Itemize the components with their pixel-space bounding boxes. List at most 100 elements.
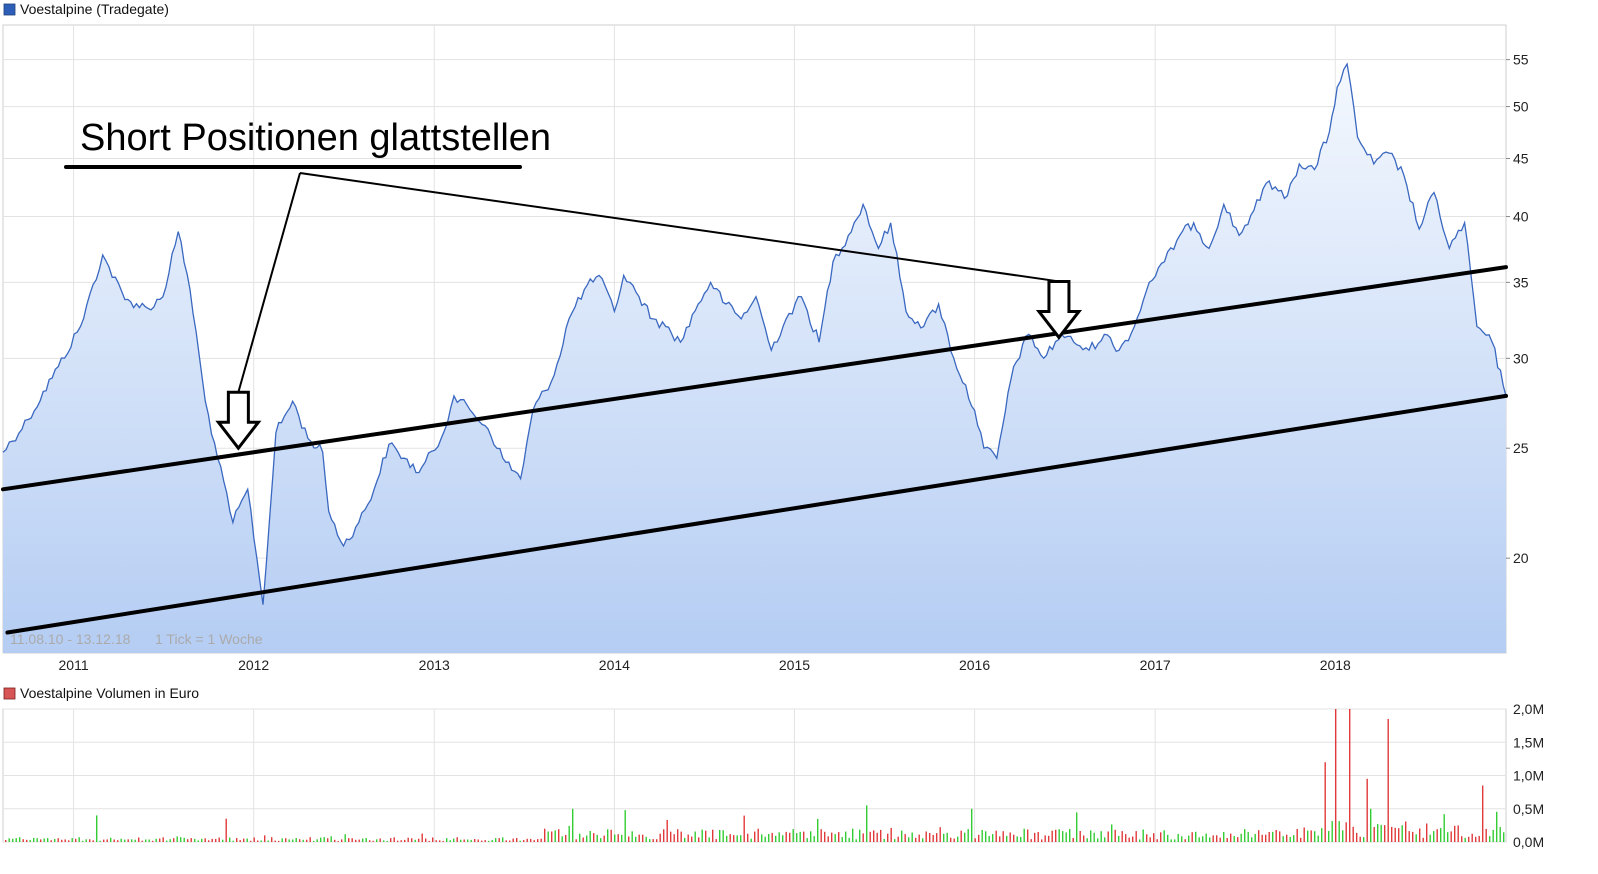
volume-bar <box>939 827 941 842</box>
volume-bar <box>204 838 206 842</box>
volume-bar <box>820 829 822 842</box>
annotation-layer: Short Positionen glattstellen <box>64 117 1082 451</box>
volume-bar <box>1023 828 1025 842</box>
volume-bar <box>344 834 346 842</box>
volume-bar <box>1275 830 1277 842</box>
volume-bar <box>362 838 364 842</box>
volume-bar <box>1454 825 1456 842</box>
volume-bar <box>29 839 31 842</box>
volume-bar <box>1069 829 1071 842</box>
volume-bar <box>586 835 588 842</box>
volume-bar <box>1205 833 1207 842</box>
volume-bar <box>964 832 966 842</box>
volume-bar <box>960 830 962 842</box>
volume-bar <box>775 835 777 842</box>
volume-bar <box>1177 833 1179 842</box>
volume-bar <box>582 837 584 842</box>
volume-bar <box>803 831 805 842</box>
volume-bar <box>887 833 889 842</box>
volume-bar <box>113 839 115 842</box>
down-arrow-2 <box>1035 279 1082 340</box>
volume-bar <box>1037 832 1039 842</box>
volume-bar <box>978 834 980 842</box>
volume-bar <box>1027 829 1029 842</box>
volume-bar <box>232 840 234 842</box>
volume-bar <box>1114 829 1116 842</box>
volume-bar <box>750 838 752 842</box>
volume-bar <box>810 831 812 842</box>
volume-bar <box>5 840 7 842</box>
volume-bar <box>92 840 94 842</box>
volume-bar <box>1174 839 1176 842</box>
volume-bar <box>386 841 388 842</box>
price-x-tick-label: 2018 <box>1320 657 1351 673</box>
volume-bar <box>530 838 532 842</box>
volume-bar <box>673 834 675 842</box>
volume-bar <box>1300 837 1302 842</box>
volume-y-tick-label: 2,0M <box>1513 701 1544 717</box>
volume-bar <box>68 840 70 842</box>
volume-bar <box>1310 830 1312 842</box>
volume-bar <box>229 837 231 842</box>
volume-bar <box>1436 829 1438 842</box>
volume-bar <box>1412 831 1414 842</box>
volume-bar <box>1142 829 1144 842</box>
volume-bar <box>575 839 577 842</box>
volume-bar <box>393 837 395 842</box>
volume-bar <box>1083 835 1085 842</box>
volume-bar <box>1020 836 1022 842</box>
volume-bar <box>1485 828 1487 842</box>
volume-bar <box>1426 823 1428 842</box>
price-y-tick-label: 55 <box>1513 52 1529 68</box>
volume-bar <box>729 834 731 842</box>
volume-bar <box>208 840 210 842</box>
volume-bar <box>145 839 147 842</box>
volume-bar <box>47 838 49 842</box>
volume-bar <box>677 829 679 842</box>
price-x-tick-label: 2014 <box>599 657 630 673</box>
volume-bar <box>1181 836 1183 842</box>
volume-bar <box>341 839 343 842</box>
volume-legend-label: Voestalpine Volumen in Euro <box>20 685 199 701</box>
down-arrow-1 <box>215 390 262 451</box>
volume-bar <box>806 838 808 842</box>
volume-bar <box>257 840 259 842</box>
volume-bar <box>1391 826 1393 842</box>
volume-bar <box>1296 829 1298 842</box>
volume-y-tick-label: 1,5M <box>1513 734 1544 750</box>
volume-bar <box>1349 709 1351 842</box>
volume-bar <box>470 839 472 842</box>
volume-bar <box>621 834 623 842</box>
volume-bar <box>754 831 756 842</box>
volume-bar <box>169 839 171 842</box>
volume-bar <box>285 838 287 842</box>
volume-bar <box>1461 836 1463 842</box>
volume-bar <box>1009 832 1011 842</box>
volume-bar <box>1317 835 1319 842</box>
volume-bar <box>600 838 602 842</box>
volume-bar <box>572 808 574 843</box>
volume-bar <box>253 837 255 842</box>
volume-bar <box>1111 824 1113 842</box>
volume-bar <box>1363 837 1365 842</box>
volume-bar <box>1209 837 1211 842</box>
volume-bar <box>218 837 220 842</box>
volume-bar <box>103 839 105 842</box>
volume-bar <box>999 836 1001 842</box>
volume-bar <box>495 838 497 842</box>
volume-bar <box>1492 830 1494 842</box>
volume-y-tick-label: 0,5M <box>1513 801 1544 817</box>
volume-bar <box>1289 836 1291 842</box>
volume-bar <box>1279 831 1281 842</box>
volume-bar <box>1093 832 1095 842</box>
volume-bar <box>1251 837 1253 842</box>
volume-bar <box>498 838 500 842</box>
volume-bar <box>1293 835 1295 842</box>
volume-bar <box>1202 836 1204 842</box>
volume-bar <box>1384 825 1386 842</box>
volume-bar <box>950 837 952 842</box>
volume-bar <box>1188 835 1190 842</box>
volume-bar <box>712 829 714 842</box>
price-y-axis: 20 25 30 35 40 45 50 55 <box>1506 52 1529 566</box>
volume-bar <box>337 841 339 842</box>
